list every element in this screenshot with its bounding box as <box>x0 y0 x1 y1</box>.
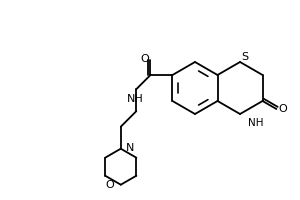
Text: O: O <box>140 54 149 64</box>
Text: O: O <box>105 180 114 190</box>
Text: O: O <box>278 104 287 114</box>
Text: N: N <box>126 143 134 153</box>
Text: NH: NH <box>127 94 144 104</box>
Text: NH: NH <box>248 118 263 128</box>
Text: S: S <box>242 52 249 62</box>
